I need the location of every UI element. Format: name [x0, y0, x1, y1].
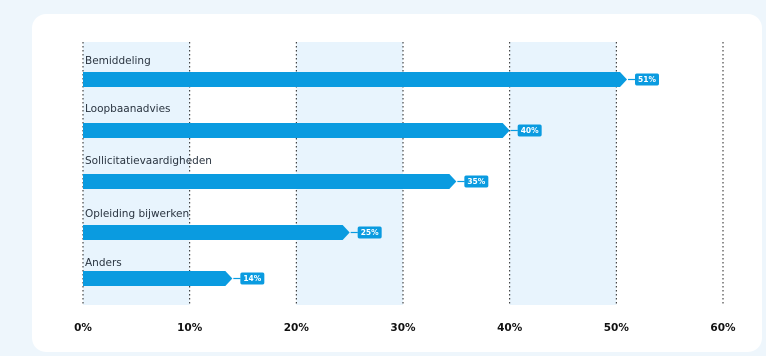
value-badge	[635, 73, 659, 86]
value-badge	[240, 272, 265, 285]
bar	[83, 174, 457, 189]
value-badge	[517, 124, 542, 137]
category-label: Sollicitatievaardigheden	[85, 155, 212, 167]
value-label: 40%	[521, 126, 539, 135]
value-badge	[464, 175, 489, 188]
x-tick-label: 30%	[390, 322, 416, 334]
value-label: 51%	[638, 75, 656, 84]
x-tick-label: 40%	[497, 322, 523, 334]
bar	[83, 72, 627, 87]
value-label: 14%	[243, 274, 261, 283]
x-tick-label: 60%	[710, 322, 736, 334]
value-label: 35%	[467, 177, 485, 186]
x-tick-label: 50%	[604, 322, 630, 334]
value-label: 25%	[361, 228, 379, 237]
category-label: Bemiddeling	[85, 55, 151, 67]
value-badge	[357, 226, 382, 239]
x-tick-label: 0%	[74, 322, 92, 334]
x-tick-label: 20%	[284, 322, 310, 334]
category-label: Opleiding bijwerken	[85, 208, 189, 220]
bar	[83, 271, 233, 286]
category-label: Loopbaanadvies	[85, 103, 171, 115]
x-tick-label: 10%	[177, 322, 203, 334]
bar	[83, 225, 350, 240]
bar	[83, 123, 510, 138]
category-label: Anders	[85, 257, 122, 269]
